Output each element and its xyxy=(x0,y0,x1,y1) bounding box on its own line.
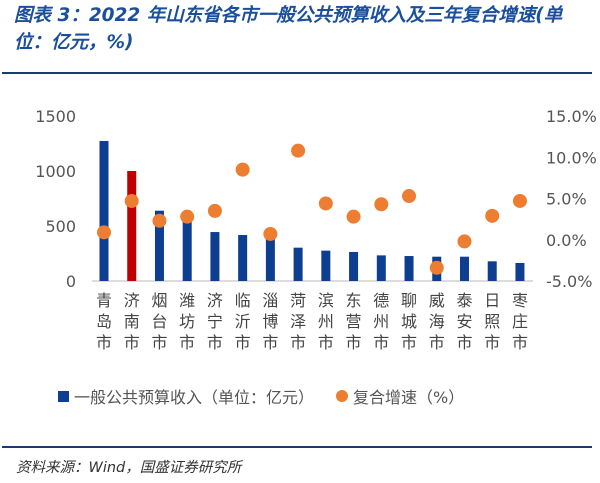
bar xyxy=(182,215,192,281)
category-label: 日 xyxy=(484,291,500,310)
category-label: 市 xyxy=(456,333,472,352)
bar xyxy=(265,238,275,281)
chart-title: 图表 3：2022 年山东省各市一般公共预算收入及三年复合增速(单位：亿元，%) xyxy=(14,5,563,53)
category-label: 市 xyxy=(346,333,362,352)
bar xyxy=(154,210,164,281)
category-label: 南 xyxy=(124,312,140,331)
bar xyxy=(376,255,386,281)
category-label: 济 xyxy=(207,291,223,310)
growth-dot xyxy=(402,189,417,204)
bar xyxy=(349,251,359,281)
category-label: 市 xyxy=(262,333,278,352)
category-label: 泽 xyxy=(290,312,306,331)
category-label: 市 xyxy=(124,333,140,352)
category-label: 青 xyxy=(96,291,112,310)
left-tick-label: 1500 xyxy=(35,107,76,126)
category-label: 聊 xyxy=(401,291,417,310)
bar xyxy=(459,256,469,281)
category-label: 市 xyxy=(207,333,223,352)
category-label: 博 xyxy=(262,312,278,331)
category-label: 城 xyxy=(401,312,417,331)
category-label: 东 xyxy=(346,291,362,310)
bar xyxy=(238,235,248,281)
legend-dot-label: 复合增速（%） xyxy=(353,388,465,407)
category-label: 市 xyxy=(401,333,417,352)
growth-dot xyxy=(263,226,278,241)
left-tick-label: 500 xyxy=(45,217,76,236)
bar xyxy=(127,171,137,281)
top-divider xyxy=(2,72,592,74)
bar xyxy=(99,140,109,281)
growth-dot xyxy=(346,209,361,224)
category-label: 临 xyxy=(235,291,251,310)
growth-dot xyxy=(235,162,250,177)
category-label: 庄 xyxy=(512,312,528,331)
category-label: 市 xyxy=(235,333,251,352)
category-label: 市 xyxy=(512,333,528,352)
category-label: 市 xyxy=(290,333,306,352)
category-label: 市 xyxy=(429,333,445,352)
growth-dot xyxy=(374,197,389,212)
growth-dot xyxy=(485,208,500,223)
category-label: 济 xyxy=(124,291,140,310)
growth-dot xyxy=(124,193,139,208)
source-note: 资料来源：Wind，国盛证券研究所 xyxy=(16,460,242,476)
right-tick-label: 5.0% xyxy=(546,190,587,209)
category-label: 菏 xyxy=(290,291,306,310)
category-label: 岛 xyxy=(96,312,112,331)
growth-dot xyxy=(512,193,527,208)
bar xyxy=(487,261,497,281)
category-label: 市 xyxy=(373,333,389,352)
category-label: 台 xyxy=(151,312,167,331)
category-label: 泰 xyxy=(456,291,472,310)
growth-dot xyxy=(429,260,444,275)
bar xyxy=(210,232,220,281)
right-tick-label: 0.0% xyxy=(546,231,587,250)
growth-dot xyxy=(318,196,333,211)
category-label: 淄 xyxy=(262,291,278,310)
left-tick-label: 0 xyxy=(66,272,76,291)
category-label: 沂 xyxy=(235,312,251,331)
growth-dot xyxy=(291,143,306,158)
right-tick-label: -5.0% xyxy=(546,272,592,291)
right-tick-label: 10.0% xyxy=(546,148,597,167)
category-label: 烟 xyxy=(151,291,167,310)
growth-dot xyxy=(457,234,472,249)
category-label: 德 xyxy=(373,291,389,310)
category-label: 市 xyxy=(484,333,500,352)
legend: 一般公共预算收入（单位：亿元） 复合增速（%） xyxy=(58,384,464,408)
left-tick-label: 1000 xyxy=(35,162,76,181)
legend-dot-swatch xyxy=(336,390,349,402)
category-label: 坊 xyxy=(179,312,195,331)
category-label: 潍 xyxy=(179,291,195,310)
growth-dot xyxy=(180,209,195,224)
category-label: 宁 xyxy=(207,312,223,331)
growth-dot xyxy=(207,203,222,218)
growth-dot xyxy=(97,225,111,240)
category-label: 海 xyxy=(429,312,445,331)
category-label: 市 xyxy=(179,333,195,352)
bar xyxy=(404,256,414,281)
legend-bar-swatch xyxy=(58,390,69,402)
category-label: 安 xyxy=(456,312,472,331)
category-label: 枣 xyxy=(512,291,528,310)
bar xyxy=(321,250,331,281)
category-label: 滨 xyxy=(318,291,334,310)
category-label: 州 xyxy=(373,312,389,331)
bottom-divider xyxy=(2,446,592,448)
category-label: 营 xyxy=(346,312,362,331)
growth-dot xyxy=(152,213,167,228)
bar xyxy=(515,262,525,281)
right-tick-label: 15.0% xyxy=(546,107,597,126)
category-label: 市 xyxy=(318,333,334,352)
category-label: 州 xyxy=(318,312,334,331)
category-label: 威 xyxy=(429,291,445,310)
category-label: 市 xyxy=(96,333,112,352)
bar xyxy=(293,247,303,281)
category-label: 市 xyxy=(151,333,167,352)
category-label: 照 xyxy=(484,312,500,331)
legend-bar-label: 一般公共预算收入（单位：亿元） xyxy=(74,388,315,407)
